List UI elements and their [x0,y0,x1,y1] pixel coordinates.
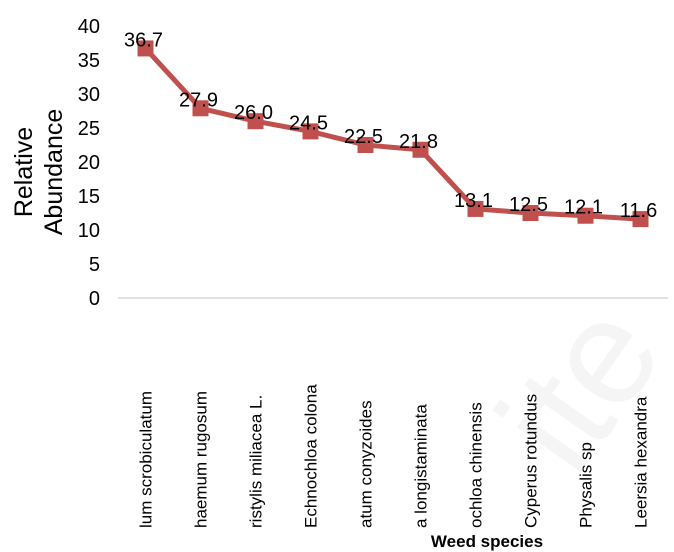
series-marker [192,100,209,117]
data-label: 27.9 [179,89,218,111]
series-marker [577,207,594,224]
x-tick-label: haemum rugosum [192,391,211,528]
y-tick-label: 30 [78,84,100,106]
y-tick-label: 40 [78,16,100,38]
series-marker [412,141,429,158]
data-label: 21.8 [399,131,438,153]
y-tick-label: 0 [89,288,100,310]
x-tick-label: Cyperus rotundus [522,394,541,528]
series-marker [522,205,539,221]
series-marker [467,200,484,217]
y-axis-title: RelativeAbundance [10,109,68,236]
y-tick-label: 20 [78,152,100,174]
series-marker [302,123,319,140]
y-tick-label: 15 [78,186,100,208]
series-marker [357,137,374,153]
x-tick-label: Leersia hexandra [632,396,651,528]
x-tick-label: Echnochloa colona [302,384,321,528]
series-marker [632,211,649,228]
y-tick-label: 10 [78,220,100,242]
x-tick-label: ochloa chinensis [467,402,486,528]
x-tick-label: a longistaminata [412,404,431,528]
x-tick-label: lum scrobiculatum [137,391,156,528]
data-label: 11.6 [620,200,657,222]
data-label: 12.5 [509,194,548,216]
series-marker [247,113,264,130]
x-tick-label: ristylis miliacea L. [247,395,266,528]
data-labels: 36.7 27.9 26.0 24.5 22.5 21.8 13.1 12.5 12.1 11.6 [124,29,657,222]
data-label: 12.1 [564,197,603,219]
x-axis-title: Weed species [431,532,543,551]
series-marker [137,40,154,57]
data-label: 22.5 [344,126,383,148]
x-tick-label: atum conyzoides [357,400,376,528]
data-label: 24.5 [289,112,328,134]
y-tick-label: 25 [78,118,100,140]
series-markers [137,40,649,228]
y-tick-label: 5 [89,254,100,276]
data-label: 36.7 [124,29,163,51]
y-axis-ticks: 0 5 10 15 20 25 30 35 40 [78,16,100,310]
x-axis-category-labels: lum scrobiculatum haemum rugosum ristylis … [137,384,651,528]
data-label: 26.0 [234,102,273,124]
y-tick-label: 35 [78,50,100,72]
data-label: 13.1 [454,190,493,212]
series-line [143,46,641,222]
x-tick-label: Physalis sp [577,442,596,528]
